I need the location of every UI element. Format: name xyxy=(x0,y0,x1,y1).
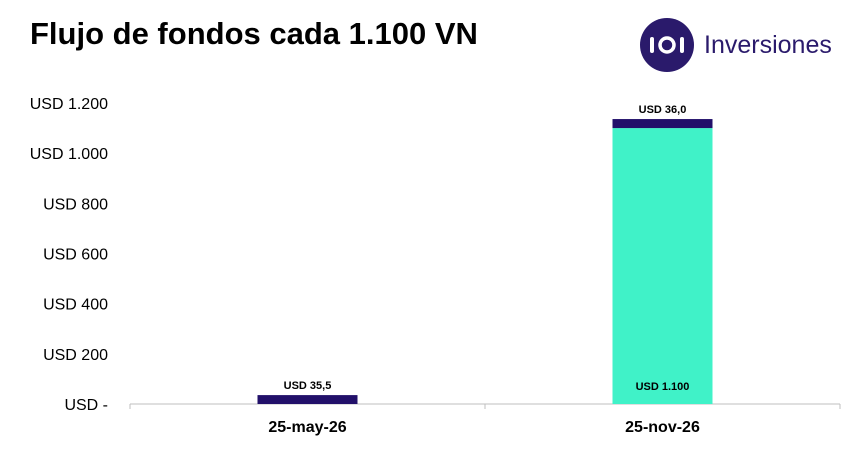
iol-logo-icon xyxy=(640,18,694,72)
interest-bar xyxy=(612,119,713,129)
principal-bar xyxy=(612,128,713,405)
x-category-label: 25-nov-26 xyxy=(625,419,700,436)
brand-name: Inversiones xyxy=(704,30,832,59)
x-category-label: 25-may-26 xyxy=(268,419,346,436)
y-tick-label: USD 200 xyxy=(43,347,108,364)
interest-bar xyxy=(257,395,358,404)
chart-title: Flujo de fondos cada 1.100 VN xyxy=(30,16,478,51)
principal-data-label: USD 1.100 xyxy=(636,381,690,393)
y-tick-label: USD - xyxy=(64,397,108,414)
y-tick-label: USD 1.000 xyxy=(30,146,108,163)
brand-logo: Inversiones xyxy=(640,18,832,72)
interest-data-label: USD 35,5 xyxy=(284,380,332,392)
y-tick-label: USD 400 xyxy=(43,297,108,314)
y-tick-label: USD 600 xyxy=(43,247,108,264)
y-tick-label: USD 800 xyxy=(43,196,108,213)
y-tick-label: USD 1.200 xyxy=(30,96,108,113)
interest-data-label: USD 36,0 xyxy=(639,104,687,116)
